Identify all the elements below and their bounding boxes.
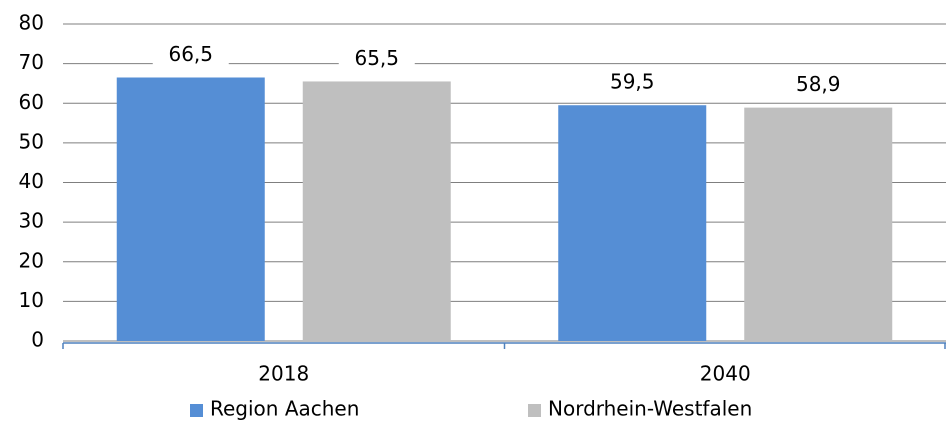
x-tick-label: 2040 [700, 362, 751, 386]
bar [302, 81, 451, 342]
data-label: 66,5 [168, 42, 213, 66]
data-label-background [338, 45, 415, 74]
y-tick-label: 30 [19, 209, 44, 233]
legend-swatch [190, 404, 203, 417]
bar [116, 77, 265, 342]
legend-label: Region Aachen [210, 397, 359, 421]
y-tick-label: 40 [19, 169, 44, 193]
y-tick-label: 80 [19, 11, 44, 35]
y-tick-label: 20 [19, 248, 44, 272]
y-tick-label: 60 [19, 90, 44, 114]
bar [558, 105, 707, 341]
data-label-background [594, 69, 671, 98]
y-tick-label: 50 [19, 129, 44, 153]
data-label-background [780, 71, 857, 100]
bar [744, 107, 893, 341]
y-tick-label: 70 [19, 50, 44, 74]
legend-label: Nordrhein-Westfalen [548, 397, 752, 421]
y-tick-label: 0 [31, 328, 44, 352]
data-label: 59,5 [610, 70, 655, 94]
data-label: 65,5 [354, 46, 399, 70]
data-label-background [152, 41, 229, 70]
data-label: 58,9 [796, 72, 841, 96]
x-tick-label: 2018 [258, 362, 309, 386]
y-tick-label: 10 [19, 288, 44, 312]
legend-swatch [528, 404, 541, 417]
